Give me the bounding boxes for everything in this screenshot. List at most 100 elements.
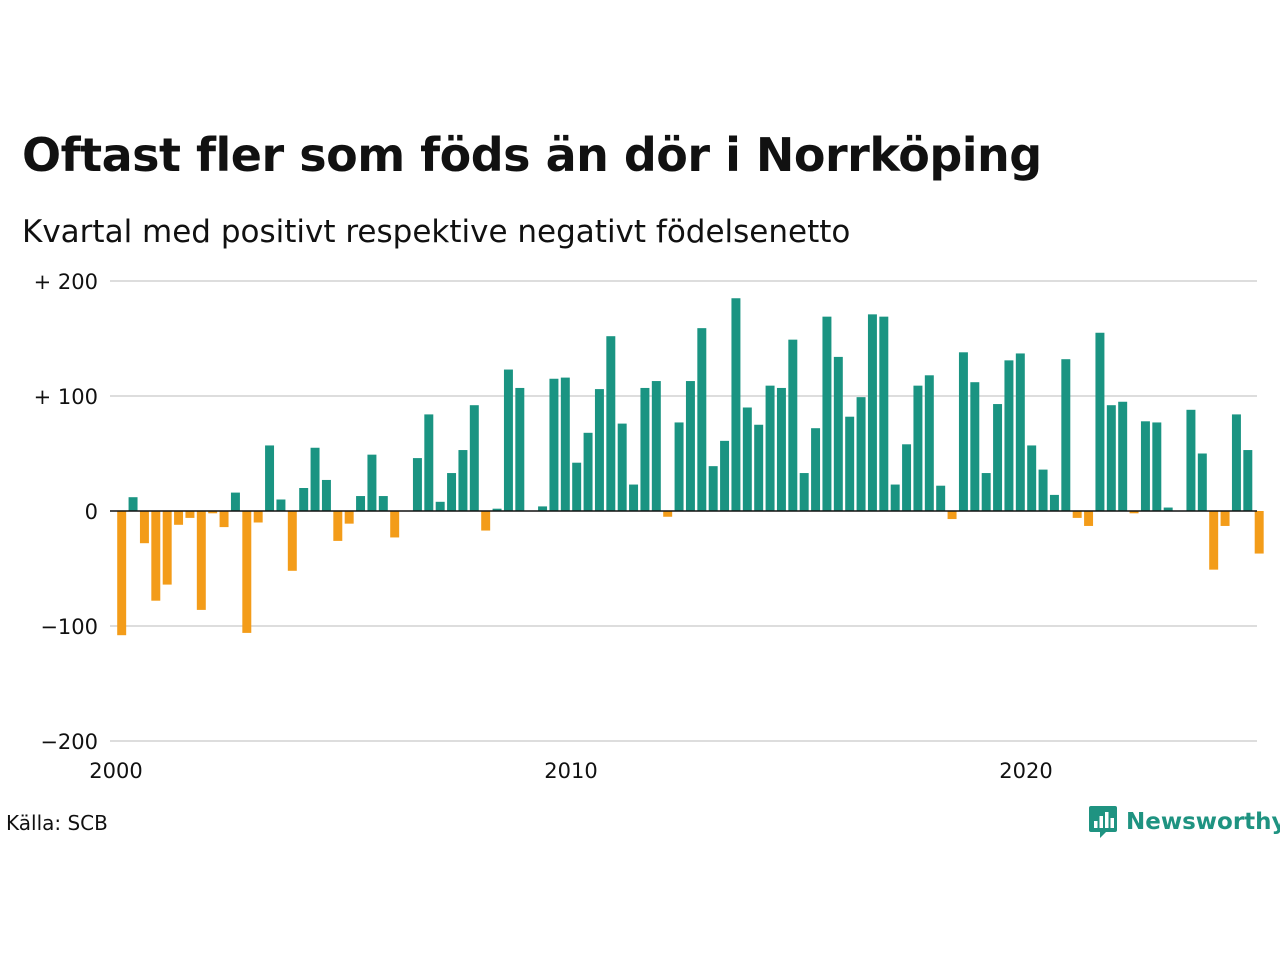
newsworthy-logo: Newsworthy xyxy=(1088,804,1280,840)
bar xyxy=(708,466,718,511)
bar xyxy=(196,511,206,610)
bar xyxy=(958,352,968,511)
bar xyxy=(1197,453,1207,511)
bar xyxy=(583,432,593,511)
bar xyxy=(1061,359,1071,511)
bar xyxy=(1027,445,1037,511)
bar xyxy=(321,479,331,511)
bar xyxy=(367,454,377,511)
bar xyxy=(333,511,343,541)
bar xyxy=(833,356,843,511)
bar xyxy=(242,511,252,633)
y-tick-label: −200 xyxy=(40,730,98,754)
bar xyxy=(856,397,866,511)
bar xyxy=(128,497,138,511)
bar xyxy=(1118,401,1128,511)
bar xyxy=(947,511,957,520)
y-tick-label: + 200 xyxy=(34,270,98,294)
bar xyxy=(458,450,468,511)
bar xyxy=(230,492,240,511)
bar xyxy=(1186,409,1196,511)
x-axis-ticks: 2000 2010 2020 xyxy=(89,759,1052,783)
bar xyxy=(1220,511,1230,526)
bar xyxy=(310,447,320,511)
bar xyxy=(1015,353,1025,511)
bar xyxy=(276,499,286,511)
bar xyxy=(1004,360,1014,511)
source-note: Källa: SCB xyxy=(6,811,108,835)
bar xyxy=(936,485,946,511)
bar xyxy=(970,382,980,511)
bar xyxy=(515,387,525,511)
bar xyxy=(1129,511,1139,514)
bar xyxy=(651,381,661,511)
bar xyxy=(492,508,502,511)
bars xyxy=(110,298,1264,636)
bar xyxy=(265,445,275,511)
bar xyxy=(151,511,161,601)
bar xyxy=(469,405,479,511)
bar xyxy=(606,336,616,511)
bar xyxy=(287,511,297,571)
bar xyxy=(902,444,912,511)
bar xyxy=(481,511,491,531)
bar xyxy=(1163,507,1173,511)
bar xyxy=(1231,414,1241,511)
bar xyxy=(174,511,184,525)
bar xyxy=(845,416,855,511)
bar xyxy=(1140,421,1150,511)
bar xyxy=(663,511,673,517)
chart-subtitle: Kvartal med positivt respektive negativt… xyxy=(22,214,851,250)
bar xyxy=(412,458,422,511)
bar xyxy=(435,501,445,511)
bar xyxy=(685,381,695,511)
bar xyxy=(981,473,991,511)
y-tick-label: 0 xyxy=(85,500,98,524)
bar xyxy=(594,389,604,511)
bar xyxy=(1209,511,1219,570)
bar xyxy=(674,422,684,511)
newsworthy-logo-icon xyxy=(1089,806,1117,838)
bar xyxy=(356,496,366,511)
bar xyxy=(890,484,900,511)
bar xyxy=(1106,405,1116,511)
bar xyxy=(1049,494,1059,511)
bar xyxy=(185,511,195,518)
bar xyxy=(560,377,570,511)
bar xyxy=(1152,422,1162,511)
bar xyxy=(117,511,127,636)
bar xyxy=(754,424,764,511)
bar xyxy=(344,511,354,524)
bar xyxy=(640,387,650,511)
bar xyxy=(447,473,457,511)
bar xyxy=(1254,511,1264,554)
bar xyxy=(617,423,627,511)
logo-text: Newsworthy xyxy=(1126,809,1280,835)
bar xyxy=(538,506,548,511)
bar xyxy=(788,339,798,511)
bar xyxy=(629,484,639,511)
bar xyxy=(253,511,263,523)
bar xyxy=(139,511,149,544)
x-tick-label: 2000 xyxy=(89,759,142,783)
bar xyxy=(424,414,434,511)
bar xyxy=(299,488,309,511)
bar xyxy=(776,387,786,511)
chart-title: Oftast fler som föds än dör i Norrköping xyxy=(22,128,1042,182)
bar xyxy=(867,314,877,511)
bar xyxy=(162,511,172,585)
bar xyxy=(765,385,775,511)
x-tick-label: 2020 xyxy=(999,759,1052,783)
bar xyxy=(993,404,1003,511)
bar xyxy=(1072,511,1082,518)
bar xyxy=(503,369,513,511)
bar xyxy=(731,298,741,511)
bar xyxy=(697,328,707,511)
x-tick-label: 2010 xyxy=(544,759,597,783)
bar xyxy=(1038,469,1048,511)
y-axis-ticks: + 200 + 100 0 −100 −200 xyxy=(34,270,98,754)
y-tick-label: + 100 xyxy=(34,385,98,409)
bar xyxy=(549,378,559,511)
bar xyxy=(572,462,582,511)
